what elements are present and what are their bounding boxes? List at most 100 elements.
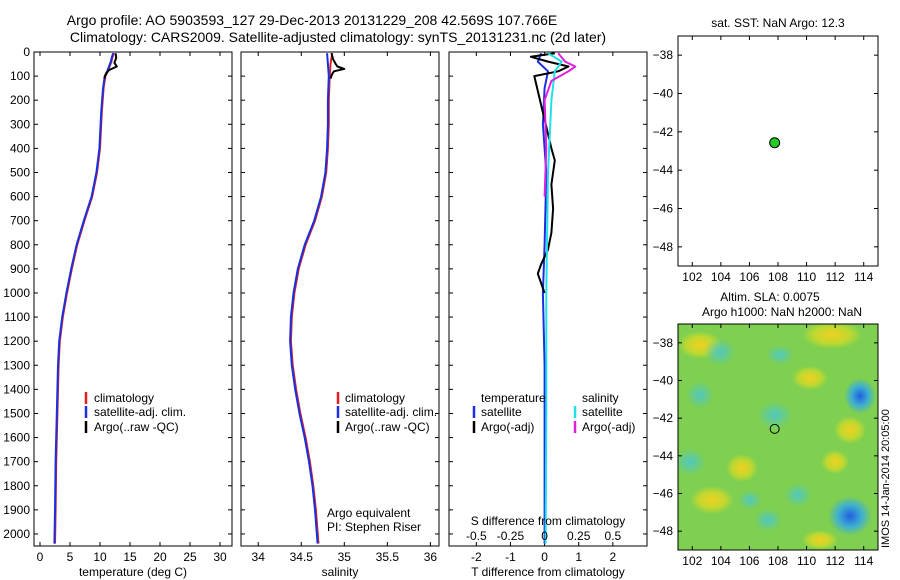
legend-label-argo: Argo(..raw -QC) xyxy=(94,420,179,434)
x-tick-label: 106 xyxy=(739,270,759,284)
legend-label-satellite: satellite-adj. clim. xyxy=(345,405,437,419)
y-tick-label: 800 xyxy=(10,238,30,252)
salinity-x-label: salinity xyxy=(322,565,359,579)
difference-y-ticks xyxy=(449,51,647,535)
salinity-lines xyxy=(289,52,346,544)
sla-map-ticks: 102 104 106 108 110 112 114 −38 −40 −42 −44 −46 −48 xyxy=(653,324,878,568)
y-tick-label: 2000 xyxy=(3,527,30,541)
temperature-y-ticks: 0 100 200 300 400 500 600 700 800 900 1000 1100 1200… xyxy=(3,45,232,541)
y-tick-label: 100 xyxy=(10,69,30,83)
y-tick-label: 1800 xyxy=(3,479,30,493)
y-tick-label: −48 xyxy=(653,240,674,254)
y-tick-label: 400 xyxy=(10,141,30,155)
y-tick-label: 600 xyxy=(10,190,30,204)
difference-x-ticks: -2 -1 0 1 2 xyxy=(471,52,617,564)
sst-map-frame xyxy=(677,35,879,267)
sla-map-panel: Altim. SLA: 0.0075 Argo h1000: NaN h2000… xyxy=(653,290,879,568)
y-tick-label: 1700 xyxy=(3,455,30,469)
sst-map-points xyxy=(769,137,781,149)
temperature-panel: 0100200300400500600700800900100011001200… xyxy=(3,45,233,579)
y-tick-label: 1500 xyxy=(3,406,30,420)
y-tick-label: 200 xyxy=(10,93,30,107)
temperature-lines xyxy=(53,52,118,544)
difference-top-label: S difference from climatology xyxy=(471,514,626,528)
salinity-axes-frame xyxy=(240,51,440,547)
x-tick-label: 35.5 xyxy=(376,550,400,564)
x-tick-label: 102 xyxy=(682,270,702,284)
y-tick-label: 1900 xyxy=(3,503,30,517)
pi-annotation: PI: Stephen Riser xyxy=(327,520,421,534)
x-tick-label: 112 xyxy=(826,554,845,568)
difference-panel: -2 -1 0 1 2 T difference from climatology S … xyxy=(448,51,648,579)
y-tick-label: 1300 xyxy=(3,358,30,372)
x-tick-label: 34.5 xyxy=(290,550,314,564)
y-tick-label: −42 xyxy=(653,411,674,425)
x-tick-label: 114 xyxy=(854,554,873,568)
y-tick-label: −44 xyxy=(653,449,674,463)
x-tick-label: 2 xyxy=(610,550,617,564)
y-tick-label: −40 xyxy=(653,374,674,388)
y-tick-label: 1000 xyxy=(3,286,30,300)
x-tick-label: 10 xyxy=(93,550,107,564)
sla-map-title-line1: Altim. SLA: 0.0075 xyxy=(720,290,820,304)
legend-label-t-argo: Argo(-adj) xyxy=(481,420,534,434)
temperature-x-ticks: 0 5 10 15 20 25 30 xyxy=(37,52,227,564)
argo-position-marker xyxy=(769,423,780,434)
x-tick-label: 1 xyxy=(575,550,582,564)
difference-lines xyxy=(529,52,577,544)
x-tick-label: 102 xyxy=(682,554,702,568)
legend-label-satellite: satellite-adj. clim. xyxy=(94,405,186,419)
sla-map-points xyxy=(769,423,780,434)
y-tick-label: 1400 xyxy=(3,382,30,396)
x-tick-label: 20 xyxy=(153,550,167,564)
figure-title-line2: Climatology: CARS2009. Satellite-adjuste… xyxy=(70,29,606,45)
y-tick-label: 1100 xyxy=(4,310,30,324)
sst-map-panel: sat. SST: NaN Argo: 12.3 102 104 106 108 110… xyxy=(653,16,879,284)
y-tick-label: −38 xyxy=(653,48,674,62)
imos-timestamp-label: IMOS 14-Jan-2014 20:05:00 xyxy=(880,409,892,548)
x-tick-label: -1 xyxy=(505,550,516,564)
difference-x-label: T difference from climatology xyxy=(471,565,625,579)
x-tick-label: 0 xyxy=(541,550,548,564)
salinity-panel: 34 34.5 35 35.5 36 salinity climatology sate… xyxy=(240,51,440,579)
x-tick-label: 15 xyxy=(123,550,137,564)
x-tick-label: 36 xyxy=(424,550,438,564)
temperature-x-label: temperature (deg C) xyxy=(79,565,187,579)
y-tick-label: −48 xyxy=(653,524,674,538)
legend-label-t-satellite: satellite xyxy=(481,405,522,419)
legend-label-climatology: climatology xyxy=(345,391,405,405)
y-tick-label: −46 xyxy=(653,487,674,501)
x-tick-label: 108 xyxy=(768,270,788,284)
sst-map-title: sat. SST: NaN Argo: 12.3 xyxy=(711,16,845,30)
x-tick-label: 114 xyxy=(854,270,873,284)
series-line-satellite-adj-clim- xyxy=(53,52,115,544)
top-tick-label: 0.25 xyxy=(567,529,591,543)
x-tick-label: 25 xyxy=(183,550,197,564)
top-tick-label: 0 xyxy=(541,529,548,543)
salinity-x-ticks: 34 34.5 35 35.5 36 xyxy=(252,52,438,564)
x-tick-label: 104 xyxy=(711,270,731,284)
x-tick-label: -2 xyxy=(471,550,482,564)
x-tick-label: 110 xyxy=(797,554,816,568)
x-tick-label: 110 xyxy=(797,270,816,284)
series-line-satellite-adj-clim- xyxy=(289,53,330,544)
legend-label-argo: Argo(..raw -QC) xyxy=(345,420,430,434)
y-tick-label: 700 xyxy=(10,214,30,228)
y-tick-label: −46 xyxy=(653,202,674,216)
x-tick-label: 30 xyxy=(213,550,227,564)
difference-axes-frame xyxy=(448,51,648,547)
y-tick-label: 1200 xyxy=(3,334,30,348)
sst-map-ticks: 102 104 106 108 110 112 114 −38 −40 −42 −44 −46 −48 xyxy=(653,36,878,284)
legend-label-s-argo: Argo(-adj) xyxy=(582,420,635,434)
series-line-sal-argo-adj- xyxy=(543,52,577,197)
legend-label-s-satellite: satellite xyxy=(582,405,623,419)
temperature-legend: climatology satellite-adj. clim. Argo(..… xyxy=(84,391,186,434)
top-tick-label: -0.5 xyxy=(466,529,487,543)
top-tick-label: -0.25 xyxy=(497,529,525,543)
difference-legend: temperature satellite Argo(-adj) salinit… xyxy=(472,391,635,434)
sla-map-title-line2: Argo h1000: NaN h2000: NaN xyxy=(702,305,862,319)
x-tick-label: 104 xyxy=(711,554,731,568)
salinity-y-ticks xyxy=(241,51,439,535)
y-tick-label: 1600 xyxy=(3,431,30,445)
y-tick-label: 0 xyxy=(23,45,30,59)
